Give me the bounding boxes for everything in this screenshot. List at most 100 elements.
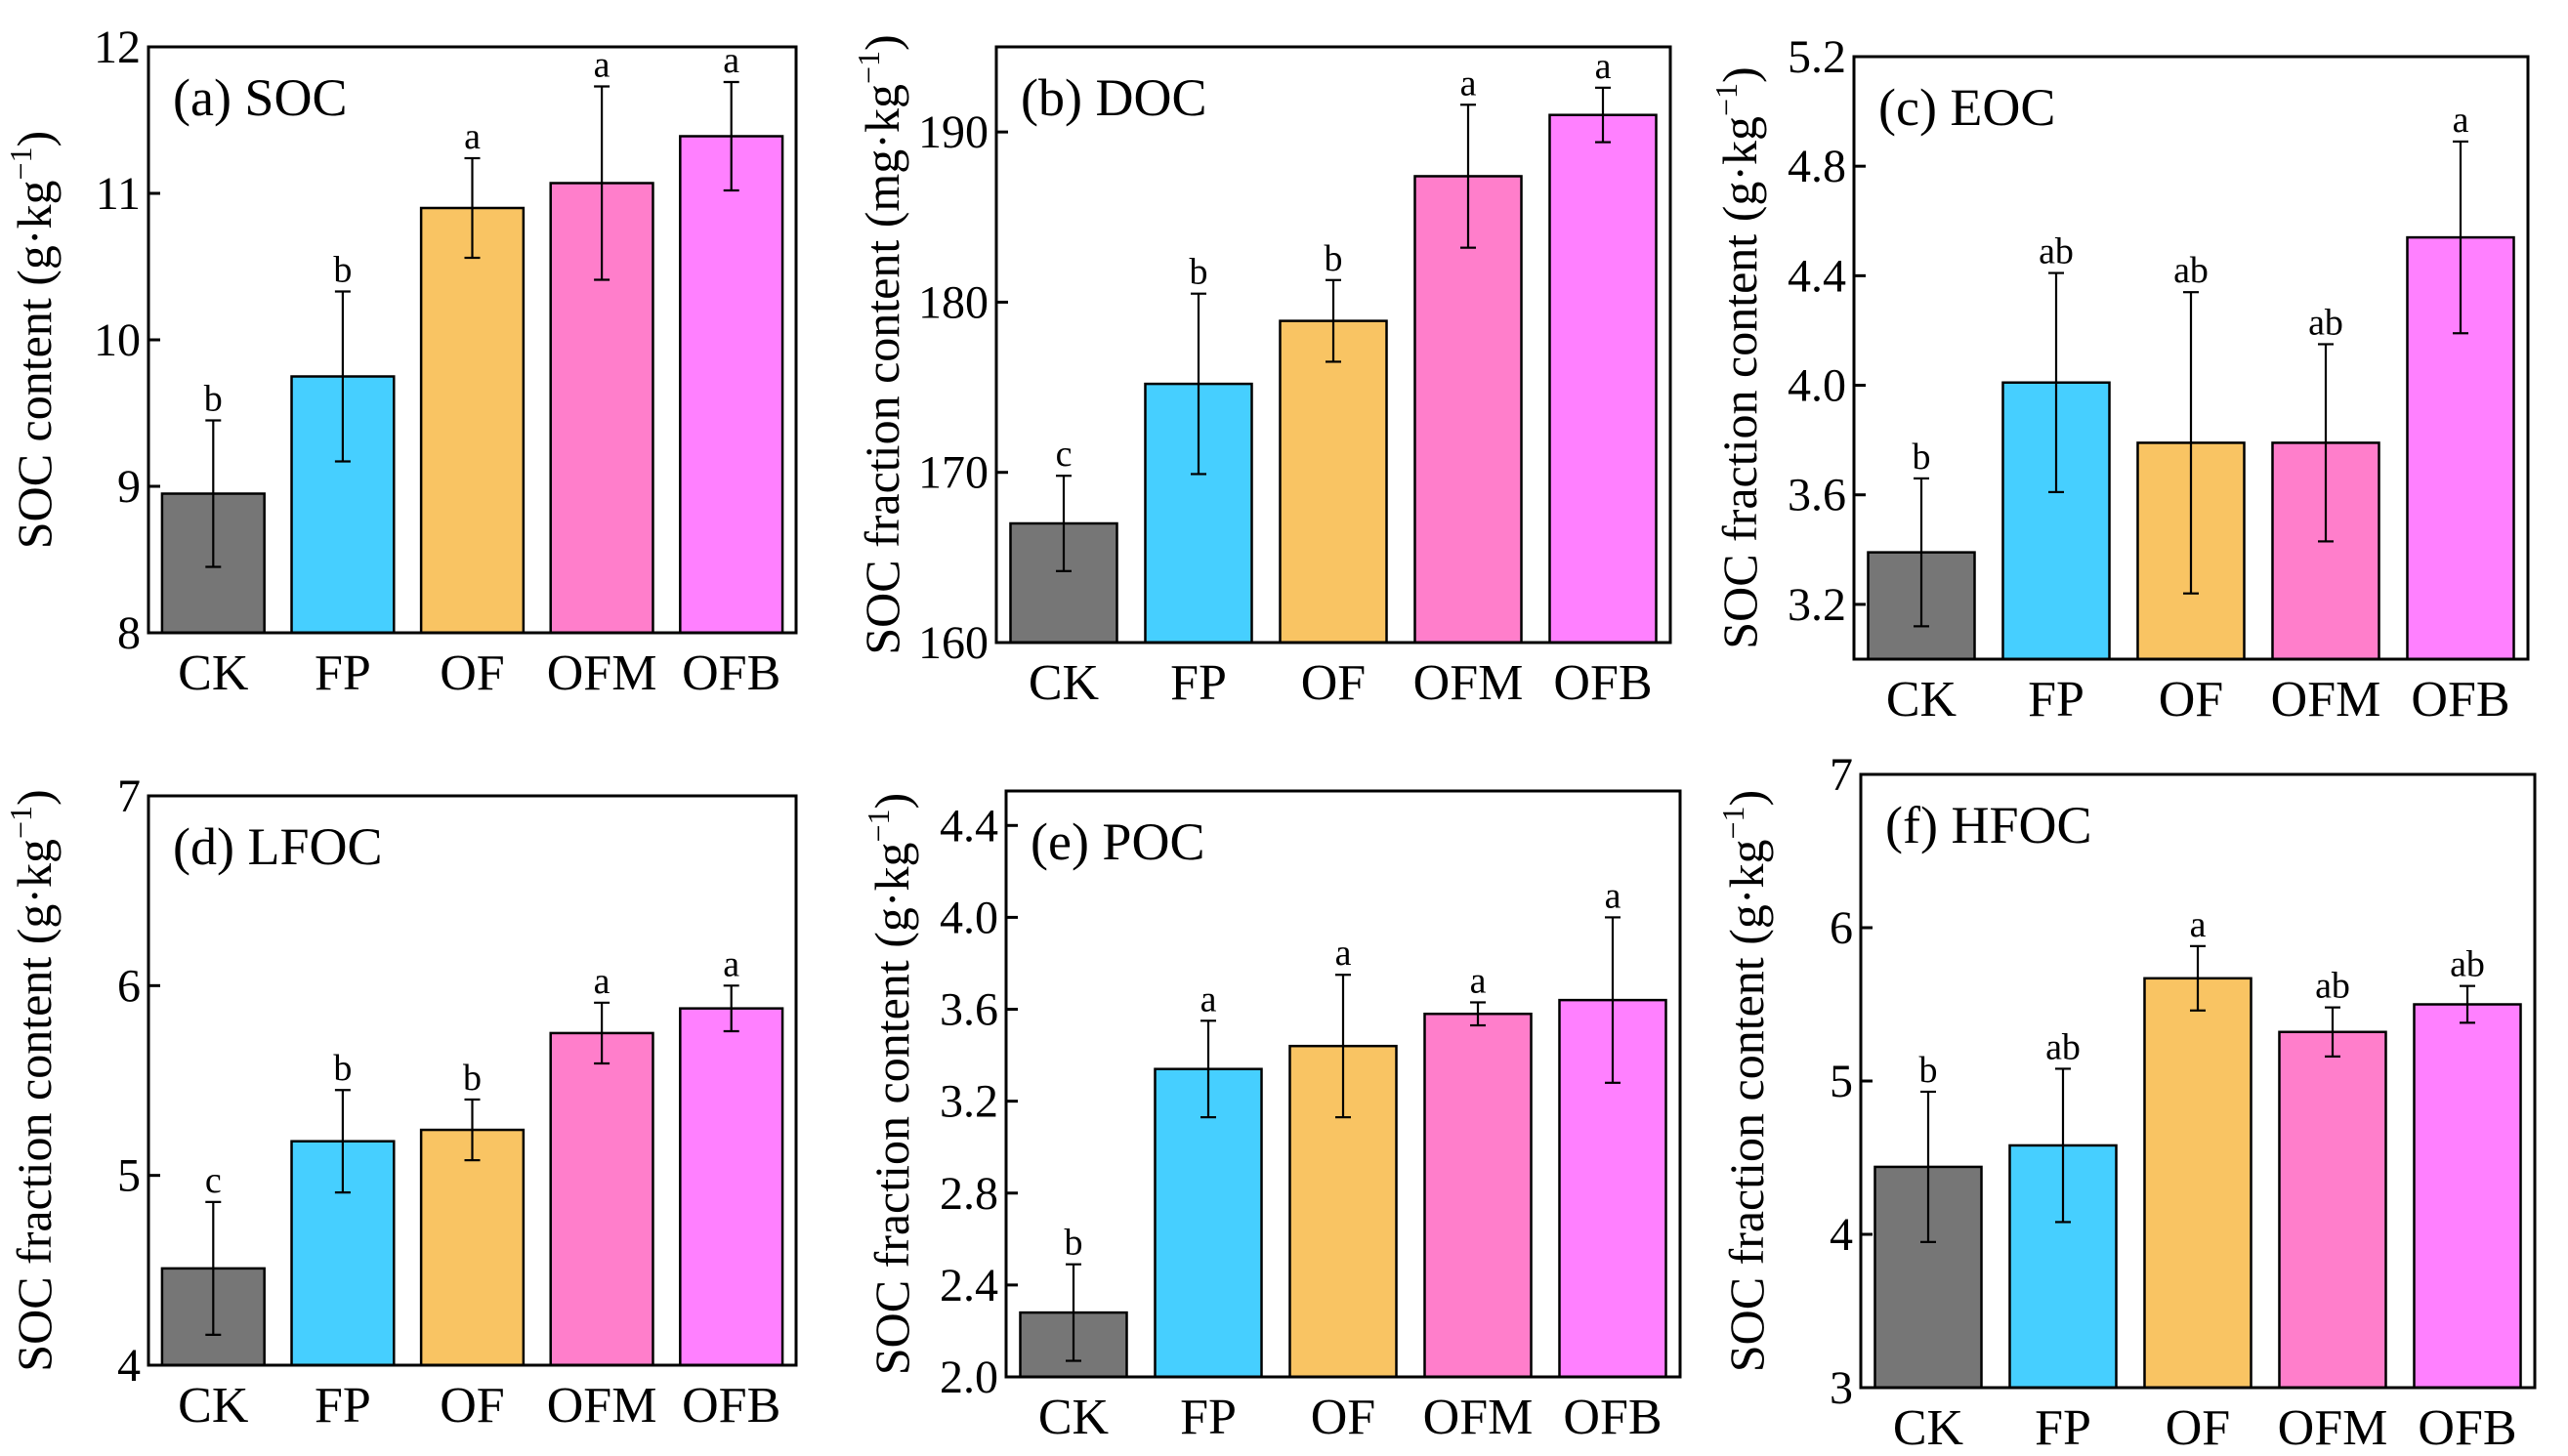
- x-tick-label-ck: CK: [1893, 1400, 1964, 1456]
- bar-ofb: [679, 135, 784, 635]
- bar-ofm: [2278, 1030, 2387, 1390]
- x-tick-label-ofm: OFM: [2271, 672, 2381, 728]
- significance-letter-ofm: a: [1470, 960, 1487, 1001]
- chart-panel-e: b CK a FP a OF a OFM a OFB 2.0 2.4 2.8 3.2 3.6 4.0 4.4 (e…: [861, 789, 1682, 1445]
- x-tick-label-ofb: OFB: [1553, 655, 1652, 711]
- x-tick-label-ofm: OFM: [547, 645, 657, 701]
- y-tick-label: 9: [117, 461, 141, 513]
- chart-panel-f: b CK ab FP a OF ab OFM ab OFB 3 4 5 6 7 (f) HFOC SOC fra…: [1715, 749, 2537, 1456]
- x-tick-label-ck: CK: [1029, 655, 1100, 711]
- bar-of: [1279, 319, 1388, 645]
- significance-letter-fp: b: [333, 250, 352, 291]
- significance-letter-fp: b: [1190, 252, 1208, 293]
- y-tick-label: 3.6: [940, 984, 998, 1036]
- x-tick-label-of: OF: [1311, 1390, 1375, 1445]
- y-axis-label: SOC fraction content (g·kg−1): [861, 793, 919, 1375]
- chart-panel-a: b CK b FP a OF a OFM a OFB 8 9 10 11 12 (a) SOC SOC cont…: [3, 21, 798, 701]
- significance-letter-fp: ab: [2045, 1026, 2081, 1067]
- panel-title: (d) LFOC: [173, 817, 383, 876]
- y-tick-label: 4.4: [1788, 250, 1846, 302]
- bar-ofb: [1548, 113, 1658, 645]
- x-tick-label-ofm: OFM: [2278, 1400, 2388, 1456]
- y-axis-label: SOC content (g·kg−1): [3, 131, 62, 549]
- y-tick-label: 5: [117, 1150, 141, 1202]
- y-tick-label: 3.2: [940, 1076, 998, 1128]
- plot-frame: [1852, 55, 2530, 661]
- y-tick-label: 3: [1830, 1362, 1853, 1414]
- panel-title: (b) DOC: [1021, 68, 1206, 127]
- bar-fp: [1154, 1067, 1263, 1379]
- y-tick-label: 4: [117, 1340, 141, 1392]
- significance-letter-ofb: a: [723, 40, 739, 81]
- y-tick-label: 2.8: [940, 1168, 998, 1220]
- y-tick-label: 12: [94, 21, 141, 73]
- significance-letter-ofb: a: [1595, 46, 1612, 87]
- significance-letter-ck: c: [205, 1160, 222, 1201]
- y-axis-label: SOC fraction content (g·kg−1): [3, 789, 62, 1371]
- bar-of: [419, 206, 526, 635]
- significance-letter-of: ab: [2173, 250, 2209, 291]
- y-tick-label: 8: [117, 607, 141, 659]
- significance-letter-fp: b: [333, 1048, 352, 1089]
- x-tick-label-of: OF: [1301, 655, 1366, 711]
- y-tick-label: 190: [918, 106, 989, 158]
- y-tick-label: 4.4: [940, 800, 998, 852]
- significance-letter-ck: b: [1913, 437, 1931, 478]
- x-tick-label-fp: FP: [2035, 1400, 2091, 1456]
- y-tick-label: 2.0: [940, 1352, 998, 1403]
- bar-ofm: [1413, 175, 1523, 645]
- x-tick-label-ck: CK: [178, 1378, 249, 1434]
- y-tick-label: 7: [117, 770, 141, 822]
- y-tick-label: 10: [94, 314, 141, 366]
- y-tick-label: 4: [1830, 1209, 1853, 1261]
- x-tick-label-fp: FP: [1170, 655, 1227, 711]
- significance-letter-ofm: a: [594, 45, 610, 86]
- significance-letter-ofm: a: [1460, 62, 1477, 104]
- x-tick-label-ofb: OFB: [682, 1378, 780, 1434]
- x-tick-label-fp: FP: [315, 1378, 371, 1434]
- panel-title: (c) EOC: [1878, 78, 2055, 137]
- x-tick-label-ofb: OFB: [2418, 1400, 2516, 1456]
- chart-panel-b: c CK b FP b OF a OFM a OFB 160 170 180 190 (b) DOC SOC …: [851, 34, 1672, 711]
- y-tick-label: 11: [96, 168, 141, 220]
- significance-letter-ck: b: [1919, 1050, 1938, 1091]
- y-tick-label: 7: [1830, 749, 1853, 801]
- x-tick-label-ofm: OFM: [1413, 655, 1524, 711]
- y-tick-label: 170: [918, 447, 989, 499]
- x-tick-label-ck: CK: [178, 645, 249, 701]
- y-tick-label: 160: [918, 617, 989, 669]
- x-tick-label-of: OF: [2159, 672, 2223, 728]
- x-tick-label-ofm: OFM: [547, 1378, 657, 1434]
- plot-frame: [1004, 789, 1682, 1379]
- y-tick-label: 4.0: [940, 892, 998, 943]
- y-tick-label: 180: [918, 276, 989, 328]
- bar-of: [419, 1128, 526, 1367]
- y-tick-label: 4.8: [1788, 141, 1846, 192]
- significance-letter-of: b: [463, 1058, 482, 1099]
- significance-letter-ofm: ab: [2308, 302, 2343, 343]
- significance-letter-of: a: [464, 116, 481, 157]
- significance-letter-fp: a: [1200, 978, 1217, 1019]
- bar-ofb: [679, 1007, 784, 1367]
- y-tick-label: 5: [1830, 1056, 1853, 1107]
- panel-title: (f) HFOC: [1885, 796, 2092, 854]
- x-tick-label-of: OF: [2166, 1400, 2230, 1456]
- x-tick-label-ck: CK: [1886, 672, 1958, 728]
- y-tick-label: 4.0: [1788, 360, 1846, 412]
- y-tick-label: 3.2: [1788, 579, 1846, 631]
- y-tick-label: 3.6: [1788, 470, 1846, 521]
- bar-ofm: [1423, 1012, 1533, 1379]
- x-tick-label-fp: FP: [2028, 672, 2084, 728]
- x-tick-label-ck: CK: [1038, 1390, 1110, 1445]
- x-tick-label-of: OF: [440, 645, 504, 701]
- chart-panel-d: c CK b FP b OF a OFM a OFB 4 5 6 7 (d) LFOC SOC fractio…: [3, 770, 798, 1434]
- significance-letter-ofb: a: [1605, 875, 1621, 916]
- significance-letter-of: b: [1325, 238, 1343, 279]
- significance-letter-ck: c: [1056, 434, 1073, 475]
- bar-ofb: [2413, 1003, 2522, 1390]
- x-tick-label-ofm: OFM: [1423, 1390, 1534, 1445]
- y-axis-label: SOC fraction content (g·kg−1): [1708, 66, 1767, 648]
- x-tick-label-ofb: OFB: [2411, 672, 2509, 728]
- significance-letter-ck: b: [1065, 1223, 1083, 1264]
